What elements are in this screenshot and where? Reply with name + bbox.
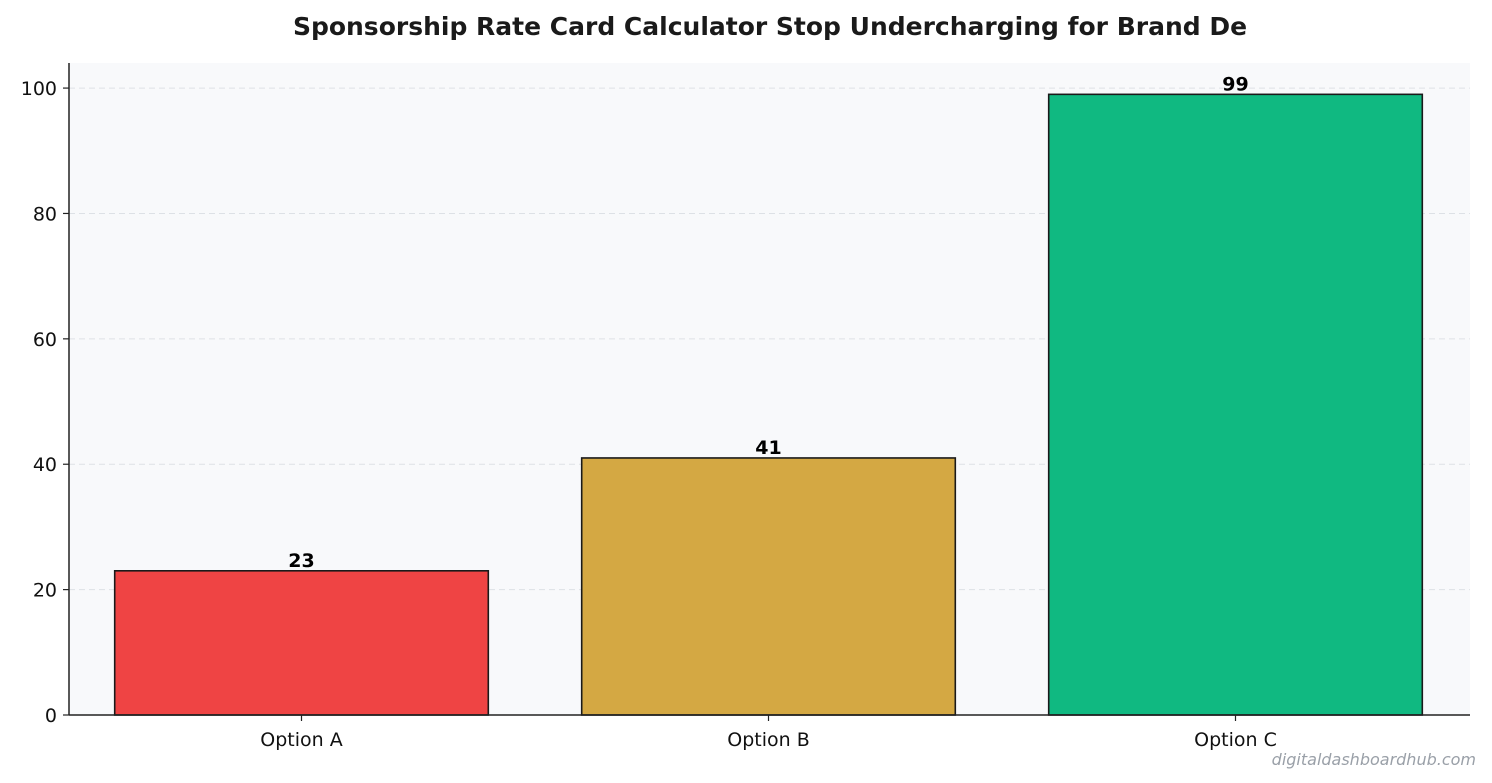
data-label: 23 (288, 550, 314, 572)
y-axis-ticks: 0 20 40 60 80 100 (21, 78, 69, 727)
y-tick-label: 20 (33, 580, 57, 602)
bars (113, 93, 1424, 716)
watermark: digitaldashboardhub.com (1272, 750, 1476, 769)
y-tick-label: 0 (45, 705, 57, 727)
x-tick-label: Option A (260, 729, 342, 751)
x-axis-ticks: Option A Option B Option C (260, 715, 1277, 751)
y-tick-label: 40 (33, 454, 57, 476)
x-tick-label: Option C (1194, 729, 1277, 751)
x-tick-label: Option B (727, 729, 810, 751)
bar-option-c (1047, 93, 1424, 716)
data-labels: 23 41 99 (288, 73, 1248, 571)
bar-option-a (113, 570, 490, 716)
y-tick-label: 60 (33, 329, 57, 351)
bar-option-b (580, 457, 957, 716)
y-tick-label: 100 (21, 78, 57, 100)
chart-title: Sponsorship Rate Card Calculator Stop Un… (293, 12, 1247, 41)
data-label: 99 (1222, 73, 1248, 95)
y-tick-label: 80 (33, 203, 57, 225)
data-label: 41 (755, 437, 781, 459)
